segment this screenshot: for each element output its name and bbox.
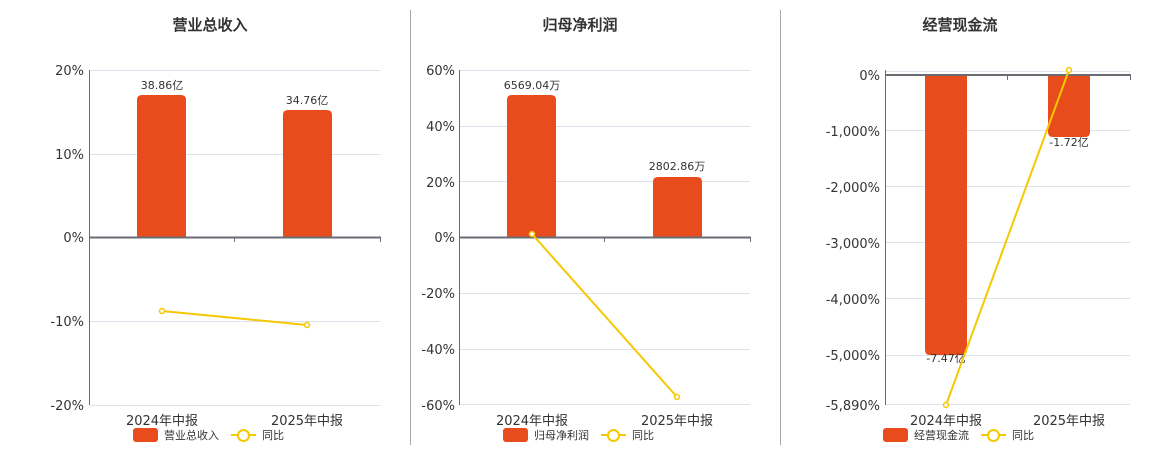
yoy-point[interactable] bbox=[528, 230, 536, 238]
chart-title: 归母净利润 bbox=[542, 16, 618, 34]
y-tick: 10% bbox=[55, 148, 84, 163]
y-tick: -60% bbox=[421, 399, 455, 414]
legend-line-label[interactable]: 同比 bbox=[262, 429, 284, 442]
y-tick: 20% bbox=[55, 64, 84, 79]
y-tick: 40% bbox=[426, 120, 455, 135]
chart-net-profit: 归母净利润 60% 40% 20% 0% -20% -40% -60% 6569… bbox=[421, 16, 751, 443]
chart-plot: 20% 10% 0% -10% -20% 38.86亿 34.76亿 2024年… bbox=[50, 64, 381, 429]
yoy-line-series bbox=[528, 230, 681, 401]
y-axis-labels: 60% 40% 20% 0% -20% -40% -60% bbox=[421, 64, 455, 414]
x-tick: 2025年中报 bbox=[271, 414, 343, 429]
legend-bar-label[interactable]: 营业总收入 bbox=[164, 429, 219, 442]
bar-2024[interactable] bbox=[137, 95, 186, 237]
y-tick: -2,000% bbox=[826, 181, 880, 196]
bar-2024[interactable] bbox=[507, 95, 556, 237]
legend: 营业总收入 同比 bbox=[133, 427, 284, 443]
bar-value-label: 34.76亿 bbox=[286, 94, 329, 107]
bar-value-label: 2802.86万 bbox=[649, 160, 706, 173]
x-axis-labels: 2024年中报 2025年中报 bbox=[910, 414, 1105, 429]
y-tick: -5,000% bbox=[826, 349, 880, 364]
legend-bar-label[interactable]: 经营现金流 bbox=[914, 429, 969, 442]
bar-value-label: 38.86亿 bbox=[141, 79, 184, 92]
bar-value-label: -1.72亿 bbox=[1049, 136, 1088, 149]
legend-bar-swatch[interactable] bbox=[503, 428, 528, 442]
legend-bar-label[interactable]: 归母净利润 bbox=[534, 429, 589, 442]
bar-2025[interactable] bbox=[283, 110, 332, 237]
y-tick: 0% bbox=[434, 231, 455, 246]
yoy-point[interactable] bbox=[673, 393, 681, 401]
gridlines bbox=[90, 70, 380, 406]
bar-2025[interactable] bbox=[1048, 75, 1090, 137]
y-tick: -5,890% bbox=[826, 399, 880, 414]
legend-bar-swatch[interactable] bbox=[133, 428, 158, 442]
chart-title: 营业总收入 bbox=[172, 16, 248, 34]
legend-bar-swatch[interactable] bbox=[883, 428, 908, 442]
bar-value-labels: -7.47亿 -1.72亿 bbox=[926, 136, 1088, 365]
chart-plot: 60% 40% 20% 0% -20% -40% -60% 6569.04万 2… bbox=[421, 64, 751, 429]
x-tick: 2024年中报 bbox=[126, 414, 198, 429]
bar-value-labels: 38.86亿 34.76亿 bbox=[141, 79, 329, 107]
y-tick: 0% bbox=[859, 69, 880, 84]
x-tick: 2024年中报 bbox=[910, 414, 982, 429]
y-tick: 0% bbox=[63, 231, 84, 246]
yoy-line-series bbox=[158, 307, 311, 329]
y-tick: -10% bbox=[50, 315, 84, 330]
bar-value-label: 6569.04万 bbox=[504, 79, 561, 92]
yoy-point[interactable] bbox=[158, 307, 166, 315]
y-tick: -4,000% bbox=[826, 293, 880, 308]
y-axis-labels: 0% -1,000% -2,000% -3,000% -4,000% -5,00… bbox=[826, 69, 880, 414]
bar-value-labels: 6569.04万 2802.86万 bbox=[504, 79, 706, 173]
x-axis-labels: 2024年中报 2025年中报 bbox=[496, 414, 713, 429]
x-tick: 2024年中报 bbox=[496, 414, 568, 429]
yoy-point[interactable] bbox=[303, 321, 311, 329]
bar-series bbox=[925, 75, 1090, 355]
bar-2024[interactable] bbox=[925, 75, 967, 355]
chart-title: 经营现金流 bbox=[922, 16, 998, 34]
legend: 经营现金流 同比 bbox=[883, 427, 1034, 443]
legend-line-icon[interactable] bbox=[601, 428, 626, 442]
yoy-point[interactable] bbox=[1065, 66, 1073, 74]
x-tick: 2025年中报 bbox=[1033, 414, 1105, 429]
bar-series bbox=[507, 95, 702, 237]
x-tick: 2025年中报 bbox=[641, 414, 713, 429]
divider bbox=[410, 10, 411, 445]
legend: 归母净利润 同比 bbox=[503, 427, 654, 443]
bar-series bbox=[137, 95, 332, 237]
chart-revenue: 营业总收入 20% 10% 0% -10% -20% 38.86亿 34.76亿 bbox=[0, 0, 410, 450]
legend-line-label[interactable]: 同比 bbox=[1012, 429, 1034, 442]
yoy-line-series bbox=[942, 66, 1073, 409]
legend-line-icon[interactable] bbox=[231, 428, 256, 442]
y-tick: -40% bbox=[421, 343, 455, 358]
divider bbox=[780, 10, 781, 445]
y-tick: -1,000% bbox=[826, 125, 880, 140]
legend-line-icon[interactable] bbox=[981, 428, 1006, 442]
y-tick: 20% bbox=[426, 176, 455, 191]
y-tick: -3,000% bbox=[826, 237, 880, 252]
y-tick: -20% bbox=[50, 399, 84, 414]
y-axis-labels: 20% 10% 0% -10% -20% bbox=[50, 64, 84, 414]
y-tick: 60% bbox=[426, 64, 455, 79]
yoy-point[interactable] bbox=[942, 401, 950, 409]
bar-value-label: -7.47亿 bbox=[926, 352, 965, 365]
bar-2025[interactable] bbox=[653, 177, 702, 237]
y-tick: -20% bbox=[421, 287, 455, 302]
legend-line-label[interactable]: 同比 bbox=[632, 429, 654, 442]
x-axis-labels: 2024年中报 2025年中报 bbox=[126, 414, 343, 429]
